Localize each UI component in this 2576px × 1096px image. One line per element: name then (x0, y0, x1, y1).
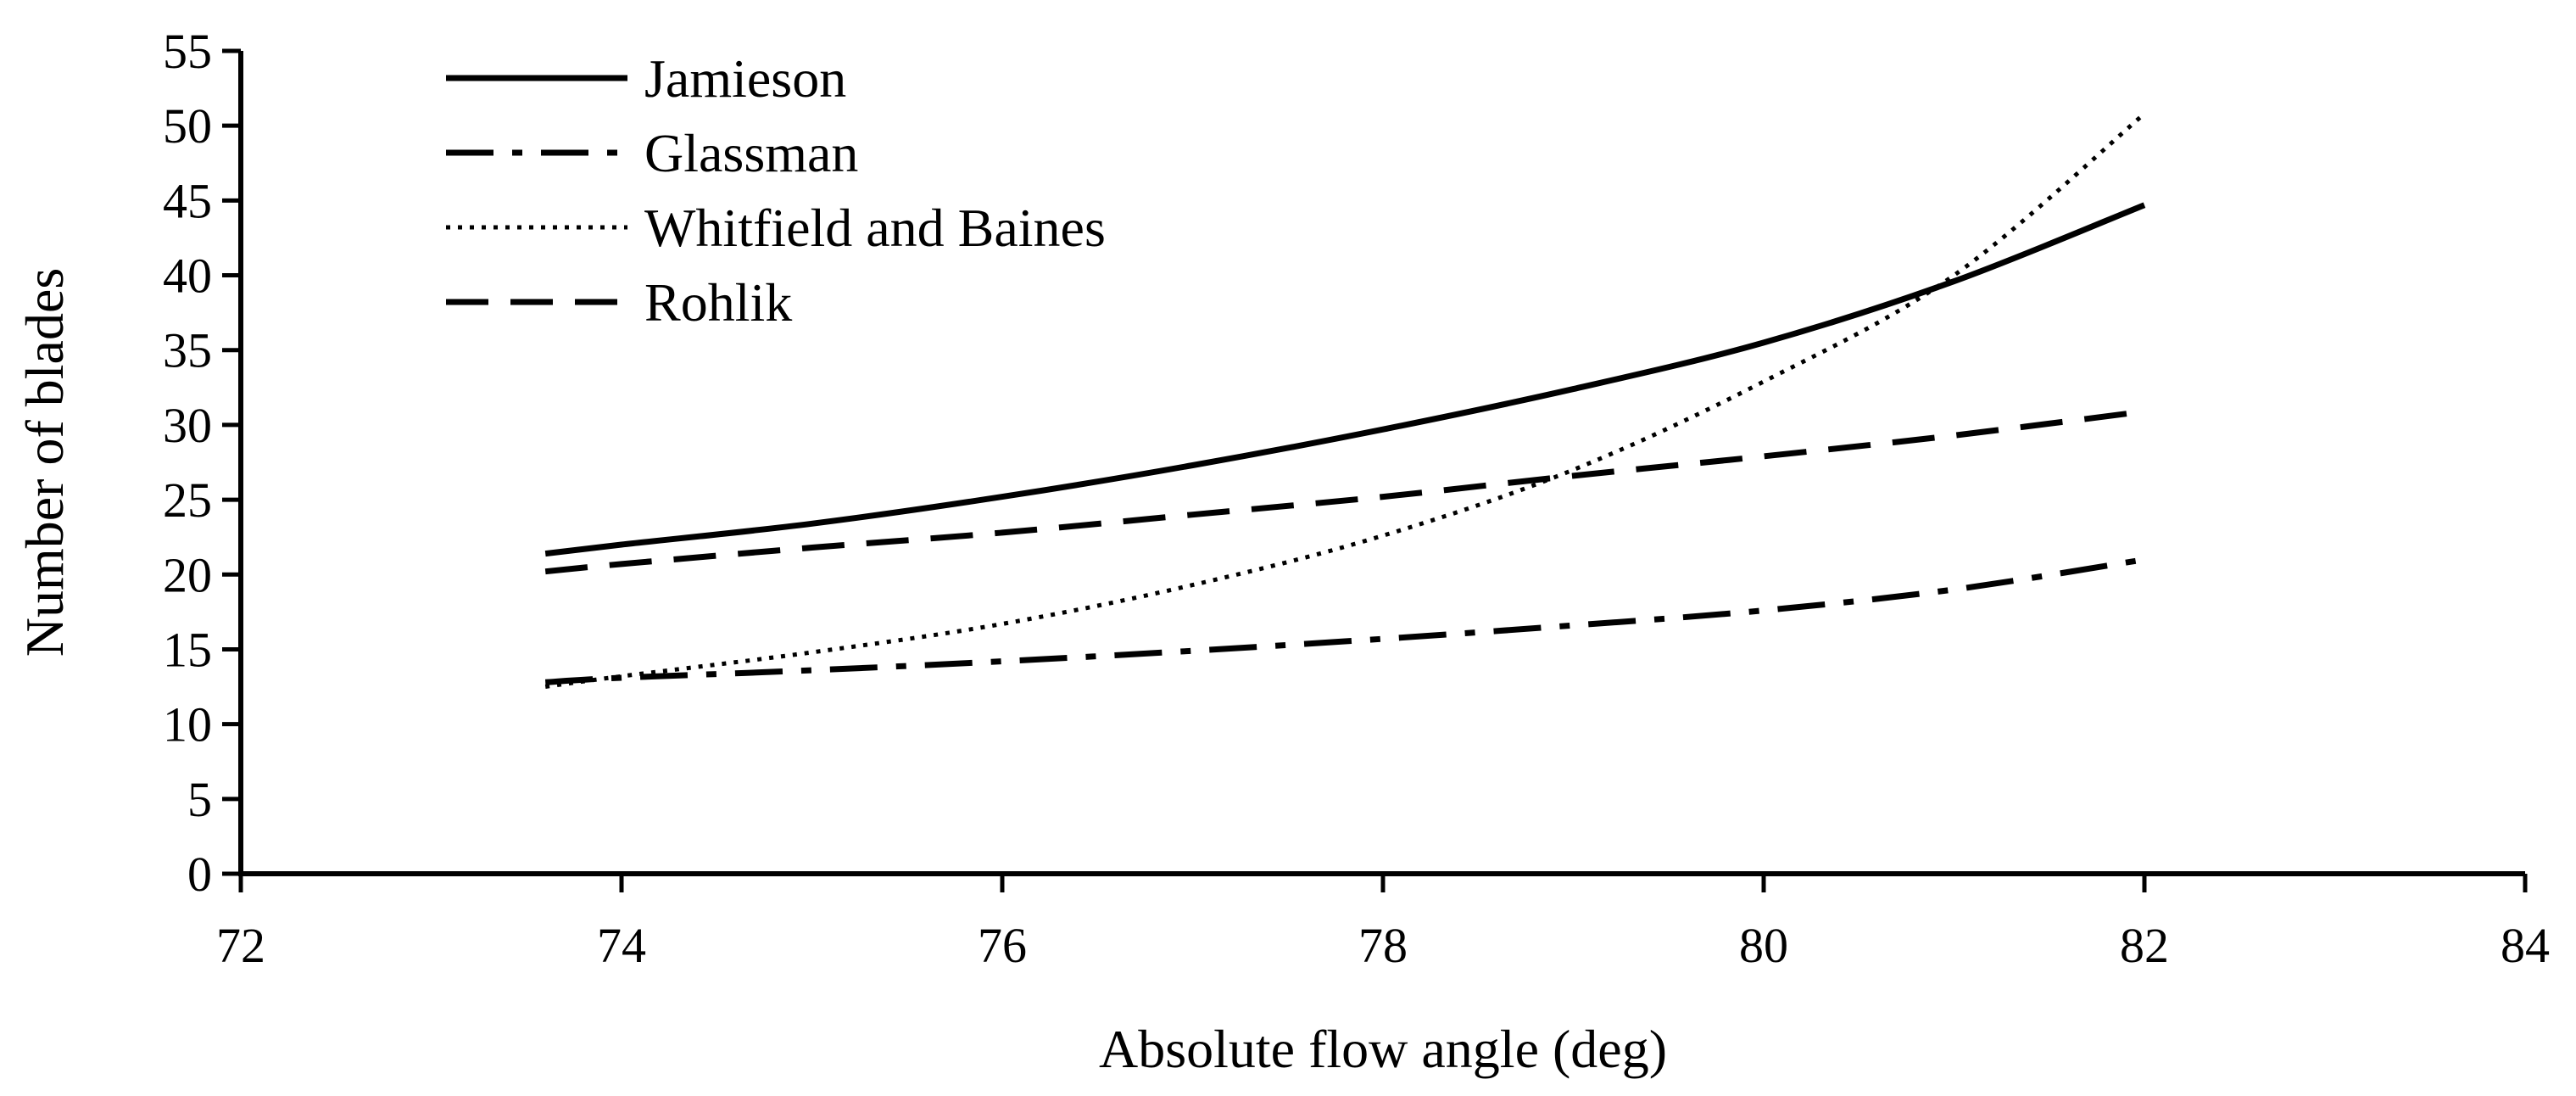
series-line-rohlik (544, 408, 2145, 575)
legend-label: Rohlik (644, 272, 792, 333)
legend-label: Glassman (644, 123, 858, 183)
y-tick-label: 20 (163, 547, 212, 602)
ticks: 0 5 10 15 20 25 30 35 40 45 50 55 72 74 76 78 80 82 84 (163, 24, 2550, 973)
y-tick-label: 25 (163, 473, 212, 528)
legend-label: Whitfield and Baines (644, 198, 1106, 258)
y-tick-label: 10 (163, 697, 212, 752)
y-tick-label: 30 (163, 398, 212, 453)
y-tick-label: 50 (163, 98, 212, 154)
x-tick-label: 74 (597, 918, 646, 973)
y-tick-label: 0 (187, 847, 212, 902)
axes (238, 51, 2525, 876)
y-axis-title: Number of blades (14, 268, 75, 657)
series-layer (544, 112, 2146, 689)
x-tick-label: 72 (216, 918, 265, 973)
y-tick-label: 15 (163, 622, 212, 677)
legend-label: Jamieson (644, 48, 846, 109)
x-tick-label: 84 (2501, 918, 2550, 973)
legend: Jamieson Glassman Whitfield and Baines Rohl… (446, 48, 1106, 333)
x-axis-title: Absolute flow angle (deg) (1099, 1019, 1667, 1079)
y-tick-label: 5 (187, 772, 212, 827)
y-tick-label: 40 (163, 249, 212, 304)
y-tick-label: 45 (163, 173, 212, 228)
x-tick-label: 80 (1739, 918, 1788, 973)
series-line-jamieson (544, 202, 2146, 557)
series-line-glassman (544, 556, 2145, 685)
series-line-whitfield-and-baines (544, 112, 2146, 689)
x-tick-label: 82 (2120, 918, 2169, 973)
y-tick-label: 55 (163, 24, 212, 79)
x-tick-label: 78 (1358, 918, 1408, 973)
y-tick-label: 35 (163, 323, 212, 378)
x-tick-label: 76 (978, 918, 1027, 973)
